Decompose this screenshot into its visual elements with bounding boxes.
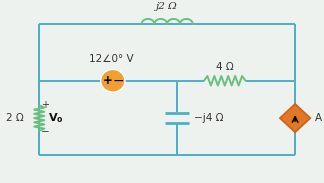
Text: 2 Ω: 2 Ω [6, 113, 23, 123]
Polygon shape [280, 104, 310, 132]
Text: −: − [40, 126, 49, 137]
Text: 4 Ω: 4 Ω [216, 62, 234, 72]
Circle shape [101, 69, 125, 92]
Text: $\mathbf{V_o}$: $\mathbf{V_o}$ [48, 111, 64, 125]
Text: +: + [102, 74, 112, 87]
Text: 12∠0° V: 12∠0° V [89, 54, 133, 64]
Text: −j4 Ω: −j4 Ω [194, 113, 224, 123]
Text: A: A [315, 113, 322, 123]
Text: −: − [112, 74, 124, 88]
Text: j2 Ω: j2 Ω [156, 3, 178, 12]
Text: +: + [41, 100, 49, 110]
